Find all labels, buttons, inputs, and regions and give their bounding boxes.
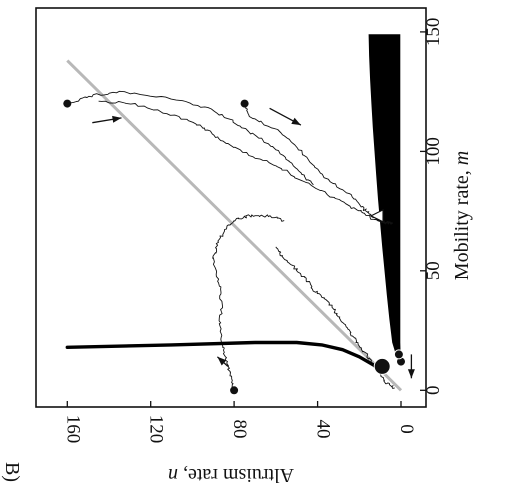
n-tick-label-40: 40: [313, 420, 334, 439]
trajectory-start-point-1: [230, 386, 239, 395]
m-tick-label-50: 50: [423, 261, 444, 280]
plot-frame: [35, 7, 427, 408]
trajectory-line-1: [212, 214, 285, 391]
fixed-point-3: [373, 357, 391, 375]
plot-area: [63, 34, 415, 395]
m-tick-label-0: 0: [423, 386, 444, 396]
panel-label: B): [1, 462, 23, 482]
direction-arrow-head-1: [291, 117, 301, 126]
x-axis-label: Mobility rate, m: [451, 151, 473, 280]
diagonal-line: [66, 59, 403, 392]
fixed-point-2: [393, 349, 404, 360]
m-tick-label-150: 150: [423, 18, 444, 47]
trajectory-start-point-3: [63, 99, 72, 108]
n-tick-label-80: 80: [229, 420, 250, 439]
trajectory-line-2: [244, 103, 393, 225]
n-tick-label-0: 0: [396, 424, 417, 434]
trajectory-start-point-2: [240, 99, 249, 108]
direction-arrow-head-2: [112, 115, 122, 123]
n-tick-label-120: 120: [146, 415, 167, 444]
m-tick-label-100: 100: [423, 137, 444, 166]
open-triangle-marker: [369, 208, 384, 223]
trajectory-line-3: [67, 90, 314, 186]
region-polygon: [368, 34, 401, 355]
trajectory-line-4: [98, 100, 391, 225]
n-tick-label-160: 160: [62, 415, 83, 444]
direction-arrow-head-4: [407, 369, 415, 379]
y-axis-label: Altruism rate, n: [168, 464, 294, 486]
nullcline-line: [65, 340, 382, 371]
axis-ticks: 0 50 100 150 0 40 80 120 160: [62, 18, 444, 444]
direction-arrow-head-3: [217, 356, 227, 366]
